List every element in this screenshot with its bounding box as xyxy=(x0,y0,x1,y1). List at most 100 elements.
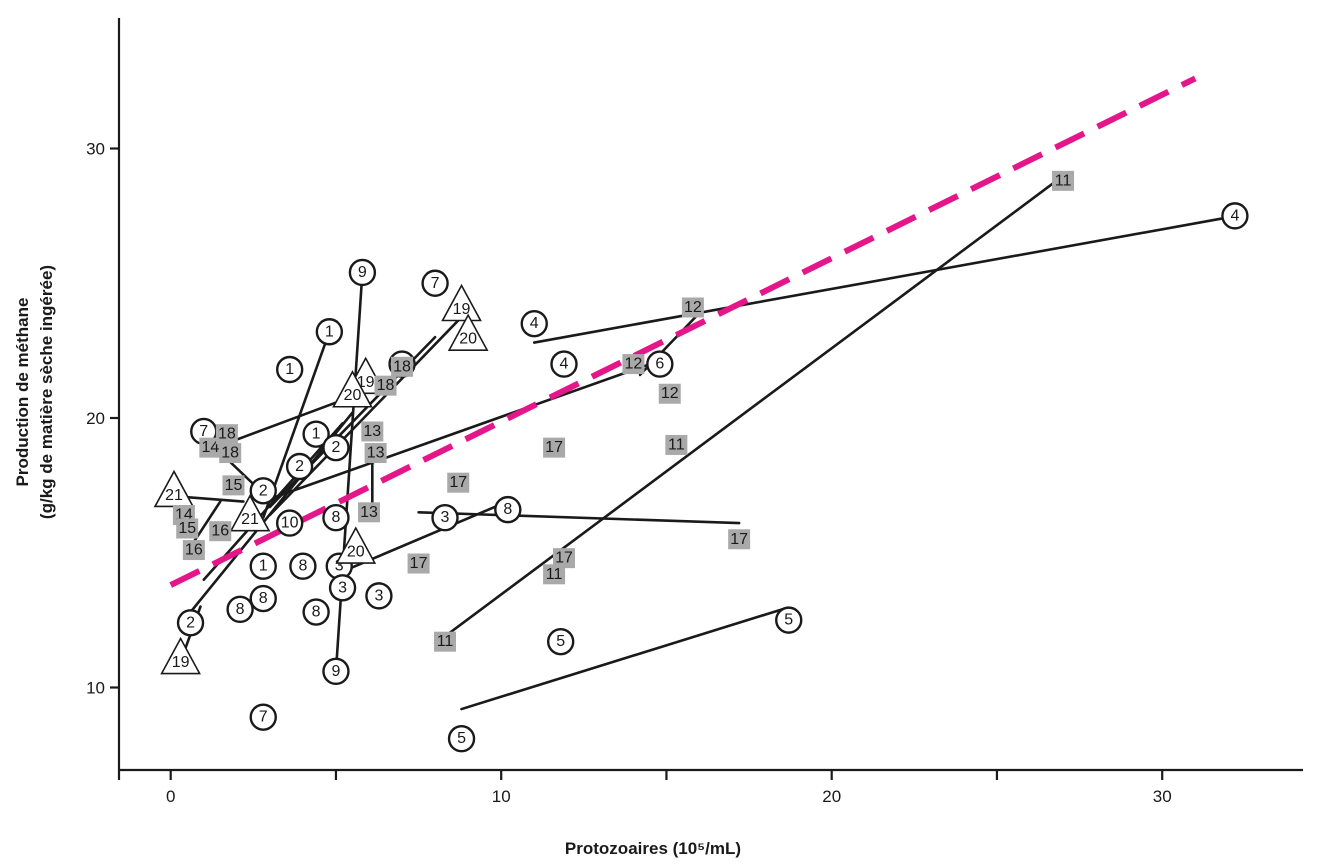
circle-marker xyxy=(249,477,277,505)
circle-marker xyxy=(322,504,350,532)
series-line xyxy=(192,500,222,544)
point-label: 12 xyxy=(661,385,679,402)
circle-marker xyxy=(285,452,314,481)
data-points: 1111222233334445556777888888991010191919… xyxy=(153,170,1249,753)
point-label: 4 xyxy=(530,315,539,332)
circle-marker xyxy=(494,495,522,524)
square-marker xyxy=(364,443,387,464)
circle-marker xyxy=(546,627,575,656)
point-label: 3 xyxy=(335,558,344,575)
data-point-circle: 1 xyxy=(275,355,304,384)
circle-marker xyxy=(421,269,449,297)
square-marker xyxy=(665,434,688,455)
data-point-triangle: 20 xyxy=(332,370,373,408)
point-label: 20 xyxy=(459,331,477,348)
data-point-circle: 8 xyxy=(494,495,522,524)
data-point-square: 18 xyxy=(215,424,238,445)
circle-marker xyxy=(176,609,205,637)
data-point-square: 16 xyxy=(182,540,205,561)
data-point-triangle: 20 xyxy=(335,526,377,564)
data-point-square: 17 xyxy=(552,548,575,569)
series-line xyxy=(417,511,741,525)
square-marker xyxy=(552,548,575,569)
circle-marker xyxy=(275,509,304,537)
circle-marker xyxy=(431,504,459,532)
point-label: 15 xyxy=(225,477,243,494)
data-point-square: 15 xyxy=(222,475,245,496)
data-point-circle: 5 xyxy=(546,627,575,656)
square-marker xyxy=(622,354,645,375)
ticks: 0 10 20 30 10 20 30 xyxy=(86,140,1172,807)
point-label: 14 xyxy=(201,439,219,456)
point-label: 2 xyxy=(186,614,195,631)
data-point-square: 11 xyxy=(434,631,457,652)
series-line xyxy=(532,217,1223,344)
x-tick-label: 10 xyxy=(492,787,511,806)
x-tick-label: 0 xyxy=(166,787,175,806)
point-label: 8 xyxy=(331,509,340,526)
circle-marker xyxy=(348,258,377,287)
point-label: 16 xyxy=(185,542,203,559)
data-point-square: 18 xyxy=(391,356,414,377)
point-label: 13 xyxy=(360,504,378,521)
point-label: 5 xyxy=(556,633,565,650)
triangle-marker xyxy=(160,636,201,675)
point-label: 5 xyxy=(784,612,793,629)
point-label: 9 xyxy=(358,264,367,281)
data-point-circle: 3 xyxy=(328,574,357,602)
square-marker xyxy=(361,421,384,442)
point-label: 11 xyxy=(1055,172,1072,189)
data-point-circle: 7 xyxy=(421,269,449,297)
point-label: 17 xyxy=(449,474,467,491)
circle-marker xyxy=(520,309,548,338)
data-point-circle: 2 xyxy=(285,452,314,481)
x-tick-label: 30 xyxy=(1153,787,1172,806)
point-label: 20 xyxy=(347,544,365,561)
circle-marker xyxy=(646,350,674,378)
data-point-triangle: 21 xyxy=(229,494,271,532)
circle-marker xyxy=(1221,202,1249,230)
square-marker xyxy=(219,443,242,464)
point-label: 8 xyxy=(298,558,307,575)
y-axis-title-line1: Production de méthane xyxy=(13,298,32,487)
axes xyxy=(117,18,1303,772)
y-tick-label: 10 xyxy=(86,679,105,698)
circle-marker xyxy=(302,420,330,448)
data-point-square: 17 xyxy=(543,437,566,458)
point-label: 6 xyxy=(655,356,664,373)
point-label: 2 xyxy=(259,482,268,499)
data-point-triangle: 19 xyxy=(441,283,482,322)
circle-marker xyxy=(249,584,277,613)
data-point-circle: 4 xyxy=(1221,202,1249,230)
data-point-square: 13 xyxy=(358,502,380,523)
point-label: 7 xyxy=(431,275,440,292)
triangle-marker xyxy=(441,283,482,322)
square-marker xyxy=(374,375,397,396)
point-label: 18 xyxy=(393,358,411,375)
point-label: 16 xyxy=(211,523,229,540)
data-point-circle: 8 xyxy=(302,598,330,626)
series-line xyxy=(235,395,354,441)
point-label: 11 xyxy=(668,436,685,453)
point-label: 17 xyxy=(555,550,573,567)
point-label: 12 xyxy=(684,299,702,316)
point-label: 17 xyxy=(545,439,563,456)
square-marker xyxy=(209,521,232,542)
square-marker xyxy=(434,631,457,652)
circle-marker xyxy=(365,582,393,610)
point-label: 5 xyxy=(457,730,466,747)
y-tick-label: 20 xyxy=(86,409,105,428)
circle-marker xyxy=(775,606,803,634)
point-label: 11 xyxy=(546,566,563,583)
triangle-marker xyxy=(332,370,373,408)
square-marker xyxy=(358,502,380,523)
point-label: 8 xyxy=(503,501,512,518)
square-marker xyxy=(215,424,238,445)
point-label: 19 xyxy=(453,301,471,318)
data-point-square: 18 xyxy=(374,375,397,396)
point-label: 3 xyxy=(374,587,383,604)
data-point-square: 17 xyxy=(728,529,751,550)
square-marker xyxy=(1052,170,1075,191)
circle-marker xyxy=(315,318,344,346)
